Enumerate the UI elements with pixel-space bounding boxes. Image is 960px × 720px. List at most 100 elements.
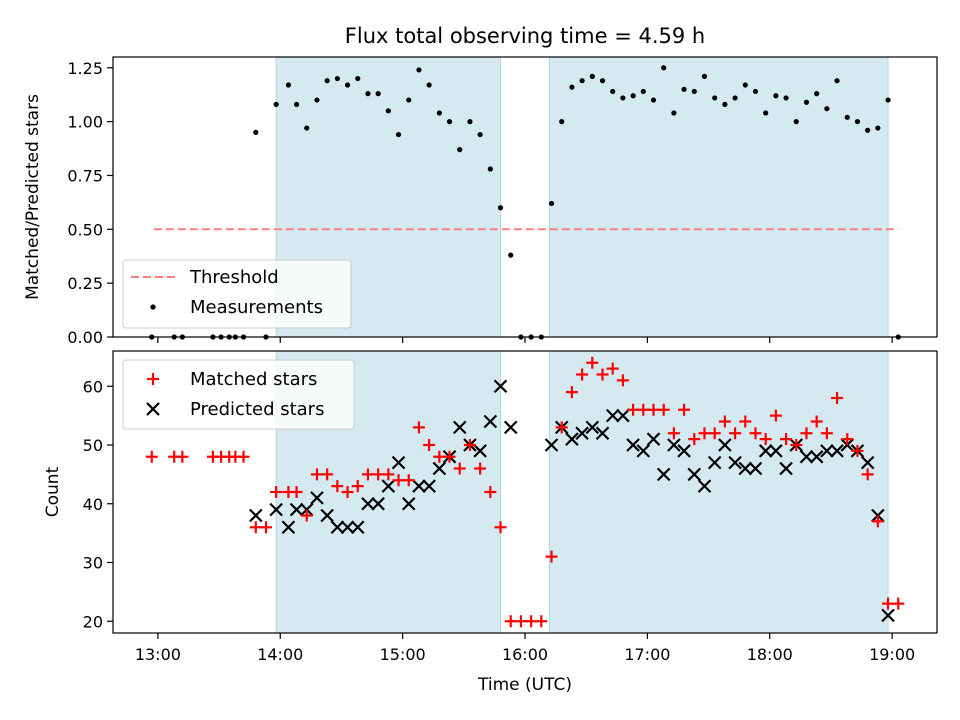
matched-star-point <box>647 403 660 416</box>
measurement-point <box>671 110 677 116</box>
predicted-star-point <box>565 432 579 446</box>
matched-star-point <box>596 368 609 381</box>
measurement-point <box>875 125 881 131</box>
predicted-star-point <box>779 461 793 476</box>
predicted-star-point <box>738 461 753 476</box>
predicted-star-point <box>350 520 365 535</box>
predicted-star-point <box>728 455 742 470</box>
predicted-star-point <box>687 467 702 482</box>
matched-star-point <box>145 450 158 463</box>
matched-star-point <box>545 550 558 563</box>
measurement-point <box>569 84 575 90</box>
measurement-point <box>783 95 789 101</box>
measurement-point <box>293 101 300 107</box>
measurement-point <box>630 93 636 99</box>
predicted-star-point <box>769 444 783 458</box>
predicted-star-point <box>636 444 651 458</box>
matched-star-point <box>576 368 589 381</box>
measurement-point <box>732 95 738 101</box>
measurement-point <box>712 95 718 101</box>
bottom-y-ticks: 20 30 40 50 60 <box>83 377 113 631</box>
measurement-point <box>691 88 697 95</box>
measurement-point <box>742 82 748 88</box>
matched-star-point <box>851 444 864 457</box>
matched-star-point <box>382 468 395 481</box>
matched-star-point <box>514 615 527 628</box>
chart-title: Flux total observing time = 4.59 h <box>345 24 705 48</box>
matched-star-point <box>606 362 619 375</box>
predicted-star-point <box>544 438 559 452</box>
predicted-star-point <box>626 438 640 452</box>
matched-star-point <box>739 415 752 428</box>
predicted-star-point <box>248 508 263 523</box>
predicted-star-point <box>575 426 589 441</box>
measurement-point <box>355 75 361 82</box>
top-y-ticks: 0.00 0.25 0.50 0.75 1.00 1.25 <box>67 59 113 347</box>
measurement-point <box>834 78 840 84</box>
matched-star-point <box>290 486 303 498</box>
y-tick-label: 50 <box>83 436 103 455</box>
top-shaded-intervals <box>275 56 889 338</box>
matched-star-point <box>494 521 507 534</box>
measurement-point <box>406 97 412 103</box>
bottom-shaded-intervals <box>275 350 889 634</box>
predicted-star-point <box>281 520 296 535</box>
measurement-point <box>793 119 799 125</box>
matched-star-point <box>433 450 446 463</box>
predicted-star-point <box>830 444 844 458</box>
measurement-point <box>548 200 555 207</box>
measurement-point <box>426 82 432 88</box>
predicted-star-point <box>320 508 334 523</box>
matched-star-point <box>841 433 854 446</box>
measurement-point <box>508 252 514 258</box>
matched-star-point <box>820 427 833 440</box>
predicted-star-point <box>697 479 712 493</box>
predicted-star-point <box>391 455 406 470</box>
x-tick-label: 19:00 <box>869 645 915 664</box>
measurement-point <box>253 129 259 135</box>
measurement-point <box>599 78 606 84</box>
y-tick-label: 0.00 <box>67 328 103 347</box>
matched-star-point <box>300 509 313 522</box>
measurements-legend-swatch <box>150 304 156 310</box>
matched-star-point <box>718 415 731 428</box>
bottom-panel: 20 30 40 50 60 13:00 14:00 15:00 16:00 17:00 18:0… <box>43 350 938 695</box>
matched-star-point <box>616 374 629 387</box>
y-tick-label: 30 <box>83 554 103 573</box>
top-legend: Threshold Measurements <box>122 259 352 329</box>
measurement-point <box>285 82 292 88</box>
matched-star-point <box>892 597 905 610</box>
measurement-point <box>763 110 769 116</box>
x-tick-label: 13:00 <box>135 645 181 664</box>
matched-star-point <box>504 615 517 628</box>
matched-star-point <box>861 468 874 481</box>
predicted-star-point <box>758 444 773 458</box>
matched-legend-label: Matched stars <box>190 369 317 390</box>
matched-legend-swatch <box>147 373 159 385</box>
measurement-point <box>416 67 422 73</box>
y-tick-label: 40 <box>83 495 103 514</box>
measurement-point <box>314 97 320 103</box>
matched-star-point <box>535 615 548 628</box>
top-panel: 0.00 0.25 0.50 0.75 1.00 1.25 Matched/Predict… <box>23 56 938 347</box>
predicted-legend-swatch <box>146 402 160 416</box>
matched-star-point <box>331 480 344 493</box>
matched-star-point <box>237 450 250 463</box>
measurement-point <box>365 91 371 97</box>
x-tick-label: 14:00 <box>257 645 303 664</box>
measurement-point <box>559 119 565 125</box>
predicted-star-point <box>330 520 345 535</box>
x-tick-label: 17:00 <box>624 645 670 664</box>
matched-star-point <box>871 515 884 528</box>
measurement-point <box>865 127 871 133</box>
measurement-point <box>446 119 453 125</box>
matched-star-point <box>392 474 405 487</box>
predicted-legend-label: Predicted stars <box>190 399 324 420</box>
predicted-star-point <box>809 449 824 464</box>
measurement-point <box>324 78 330 84</box>
matched-star-point <box>402 474 415 487</box>
threshold-legend-label: Threshold <box>189 267 279 288</box>
predicted-star-point <box>381 479 396 493</box>
predicted-star-point <box>646 432 661 446</box>
